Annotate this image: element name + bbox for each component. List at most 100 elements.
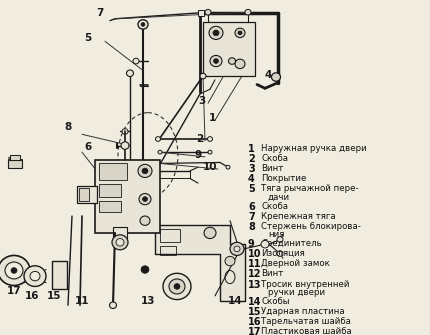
Text: 7: 7: [248, 212, 255, 222]
Circle shape: [208, 150, 212, 154]
Text: 13: 13: [141, 295, 155, 306]
Bar: [52, 261, 67, 289]
Bar: [113, 227, 127, 244]
Text: 3: 3: [198, 96, 206, 107]
Circle shape: [125, 220, 131, 225]
Circle shape: [213, 30, 219, 36]
Text: Изоляция: Изоляция: [261, 249, 305, 258]
Text: 6: 6: [84, 142, 92, 152]
Text: Стержень блокирова-: Стержень блокирова-: [261, 222, 361, 231]
Circle shape: [205, 9, 211, 15]
Circle shape: [174, 284, 180, 289]
Circle shape: [234, 246, 240, 252]
Text: Скоба: Скоба: [261, 154, 288, 163]
Text: ния: ния: [268, 230, 284, 240]
Circle shape: [156, 137, 160, 141]
Text: 11: 11: [248, 259, 261, 269]
Bar: [8, 160, 22, 168]
Text: 2: 2: [248, 154, 255, 164]
Text: 6: 6: [248, 202, 255, 211]
Text: Соединитель: Соединитель: [261, 239, 322, 248]
Bar: [99, 163, 127, 180]
Circle shape: [235, 28, 245, 38]
Text: 5: 5: [248, 184, 255, 194]
Text: 9: 9: [248, 239, 255, 249]
Text: 7: 7: [96, 8, 104, 18]
Text: Винт: Винт: [261, 164, 283, 173]
Circle shape: [139, 194, 151, 205]
Text: 3: 3: [248, 164, 255, 174]
Text: Крепежная тяга: Крепежная тяга: [261, 212, 336, 221]
Text: 1: 1: [209, 113, 215, 123]
Circle shape: [225, 256, 235, 266]
Text: Винт: Винт: [261, 269, 283, 278]
Circle shape: [121, 142, 129, 149]
Text: 17: 17: [7, 286, 22, 296]
Circle shape: [277, 237, 283, 242]
Text: 9: 9: [194, 150, 202, 160]
Circle shape: [245, 9, 251, 15]
Text: Тросик внутренней: Тросик внутренней: [261, 280, 350, 289]
Circle shape: [126, 70, 133, 76]
Text: ручки двери: ручки двери: [268, 288, 325, 297]
Bar: [10, 155, 20, 160]
Circle shape: [116, 239, 124, 246]
Circle shape: [5, 262, 23, 279]
Text: 13: 13: [248, 280, 261, 290]
Text: 15: 15: [248, 307, 261, 317]
Text: 10: 10: [203, 162, 217, 172]
Bar: [77, 186, 97, 203]
Circle shape: [141, 266, 149, 273]
Circle shape: [0, 256, 30, 285]
Text: 16: 16: [25, 291, 39, 301]
Bar: [99, 184, 121, 197]
Circle shape: [261, 241, 269, 248]
Circle shape: [30, 271, 40, 281]
Circle shape: [138, 164, 152, 178]
Text: Дверной замок: Дверной замок: [261, 259, 330, 268]
Circle shape: [141, 22, 145, 26]
Bar: [79, 188, 89, 201]
Text: 16: 16: [248, 317, 261, 327]
Circle shape: [112, 235, 128, 250]
Bar: [198, 10, 204, 16]
Circle shape: [238, 31, 242, 35]
Bar: [203, 21, 255, 76]
Text: 10: 10: [248, 249, 261, 259]
Circle shape: [11, 268, 17, 273]
Circle shape: [169, 279, 185, 294]
Circle shape: [230, 242, 244, 256]
Text: Ударная пластина: Ударная пластина: [261, 307, 344, 316]
Text: 4: 4: [264, 70, 272, 80]
Circle shape: [214, 59, 218, 63]
Bar: [95, 160, 160, 233]
Circle shape: [140, 216, 150, 225]
Circle shape: [133, 58, 139, 64]
Text: Скоба: Скоба: [261, 202, 288, 210]
Text: 14: 14: [228, 295, 243, 306]
Text: 2: 2: [197, 134, 204, 144]
Circle shape: [208, 137, 212, 141]
Text: дачи: дачи: [268, 193, 290, 202]
Circle shape: [122, 129, 128, 134]
Text: Тяга рычажной пере-: Тяга рычажной пере-: [261, 184, 359, 193]
Text: 17: 17: [248, 327, 261, 335]
Circle shape: [271, 73, 280, 81]
Circle shape: [110, 302, 117, 309]
Circle shape: [209, 26, 223, 40]
Text: 8: 8: [248, 222, 255, 232]
Text: 5: 5: [84, 32, 92, 43]
Circle shape: [210, 55, 222, 67]
Text: 11: 11: [75, 295, 89, 306]
Circle shape: [142, 197, 147, 201]
Circle shape: [277, 251, 283, 256]
Polygon shape: [155, 225, 245, 300]
Circle shape: [200, 73, 206, 79]
Text: Скобы: Скобы: [261, 297, 289, 306]
Text: 4: 4: [248, 174, 255, 184]
Circle shape: [226, 165, 230, 169]
Text: 12: 12: [7, 156, 21, 166]
Circle shape: [24, 266, 46, 286]
Text: Наружная ручка двери: Наружная ручка двери: [261, 144, 367, 153]
Text: 12: 12: [248, 269, 261, 279]
